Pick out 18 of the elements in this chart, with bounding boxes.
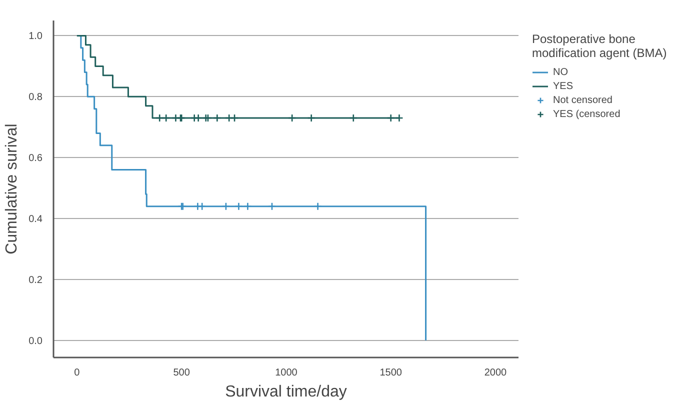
legend-label: YES (censored <box>553 108 620 120</box>
x-tick-label: 1500 <box>380 368 402 378</box>
legend-title: Postoperative bone modification agent (BMA) <box>532 32 667 60</box>
y-tick-label: 0.8 <box>28 92 43 104</box>
legend-label: NO <box>553 66 569 78</box>
y-tick-label: 0.4 <box>28 214 43 226</box>
y-axis-title: Cumulative surival <box>4 124 21 254</box>
legend-label: YES <box>553 80 574 92</box>
y-tick-label: 0.0 <box>28 336 43 347</box>
x-axis-title: Survival time/day <box>225 384 347 400</box>
x-tick-label: 500 <box>173 368 190 378</box>
y-tick-label: 0.2 <box>28 274 43 286</box>
x-tick-label: 1000 <box>275 368 298 378</box>
x-tick-label: 2000 <box>484 368 508 378</box>
x-tick-label: 0 <box>74 368 80 378</box>
y-tick-label: 0.6 <box>28 153 43 164</box>
y-tick-label: 1.0 <box>28 31 43 42</box>
legend-label: Not censored <box>553 94 612 106</box>
